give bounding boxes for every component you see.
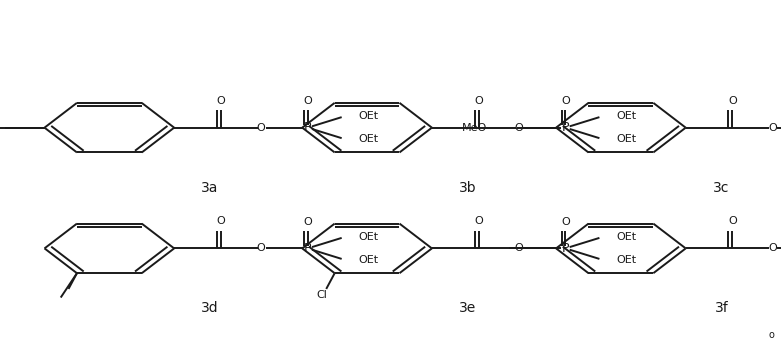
Text: P: P [304, 242, 312, 255]
Text: O: O [769, 123, 777, 132]
Text: O: O [216, 216, 225, 226]
Text: O: O [216, 96, 225, 106]
Text: P: P [562, 121, 569, 134]
Text: O: O [728, 96, 736, 106]
Text: Cl: Cl [316, 290, 327, 300]
Text: OEt: OEt [358, 134, 379, 144]
Text: P: P [304, 121, 312, 134]
Text: O: O [561, 217, 570, 227]
Text: O: O [769, 244, 777, 253]
Text: OEt: OEt [358, 255, 379, 265]
Text: O: O [303, 96, 312, 106]
Text: O: O [303, 217, 312, 227]
Text: 3c: 3c [713, 181, 729, 195]
Text: OEt: OEt [616, 255, 637, 265]
Text: 3f: 3f [715, 302, 728, 315]
Text: 3b: 3b [458, 181, 476, 195]
Text: o: o [769, 330, 775, 340]
Text: O: O [257, 244, 266, 253]
Text: OEt: OEt [616, 111, 637, 121]
Text: O: O [474, 96, 483, 106]
Text: 3d: 3d [201, 302, 219, 315]
Text: OEt: OEt [616, 232, 637, 242]
Text: OEt: OEt [616, 134, 637, 144]
Text: O: O [515, 123, 523, 132]
Text: O: O [515, 244, 523, 253]
Text: O: O [728, 216, 736, 226]
Text: O: O [257, 123, 266, 132]
Text: MeO: MeO [462, 123, 487, 132]
Text: O: O [561, 96, 570, 106]
Text: 3e: 3e [459, 302, 476, 315]
Text: O: O [474, 216, 483, 226]
Text: P: P [562, 242, 569, 255]
Text: 3a: 3a [201, 181, 219, 195]
Text: OEt: OEt [358, 232, 379, 242]
Text: OEt: OEt [358, 111, 379, 121]
